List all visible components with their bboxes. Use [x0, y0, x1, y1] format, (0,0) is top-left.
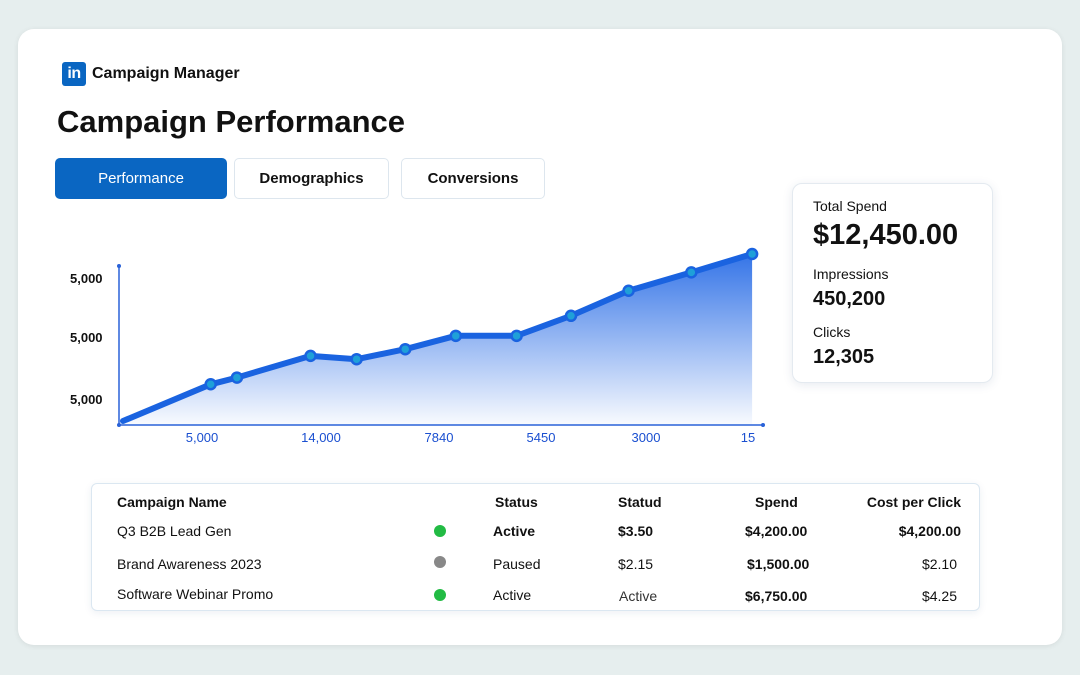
impressions-value: 450,200 [813, 288, 886, 310]
data-point [622, 284, 635, 297]
data-point [230, 371, 244, 384]
campaign-name[interactable]: Brand Awareness 2023 [117, 556, 262, 572]
campaign-name[interactable]: Software Webinar Promo [117, 586, 274, 602]
x-tick-label: 14,000 [301, 430, 341, 445]
x-axis-endpoint [761, 423, 765, 427]
brand-header: in Campaign Manager [62, 62, 240, 86]
y-tick-label: 5,000 [70, 330, 103, 345]
header-cost-per-click: Cost per Click [866, 494, 961, 510]
campaign-name[interactable]: Q3 B2B Lead Gen [117, 523, 232, 539]
tab-performance[interactable]: Performance [55, 158, 227, 199]
x-tick-label: 5450 [526, 430, 556, 445]
statud-value: $3.50 [618, 523, 654, 539]
area-fill [123, 254, 753, 425]
cpc-value: $2.10 [921, 556, 957, 572]
brand-name: Campaign Manager [92, 65, 240, 82]
cpc-value: $4,200.00 [898, 523, 961, 539]
data-point [449, 329, 463, 343]
data-point [745, 247, 759, 261]
data-point [350, 352, 363, 366]
header-statud: Statud [618, 494, 662, 510]
x-tick-label: 15 [740, 430, 756, 445]
status-dot-icon [434, 589, 446, 601]
y-tick-label: 5,000 [70, 271, 103, 286]
x-tick-label: 5,000 [185, 430, 219, 445]
x-tick-label: 7840 [424, 430, 454, 445]
x-tick-label: 3000 [631, 430, 661, 445]
status-text: Active [493, 523, 536, 539]
header-status: Status [495, 494, 538, 510]
statud-value: $2.15 [618, 556, 654, 572]
data-point [685, 266, 698, 279]
stats-card: Total Spend $12,450.00 Impressions 450,2… [792, 183, 993, 383]
data-point [564, 309, 578, 323]
data-points [204, 247, 759, 391]
data-point [398, 342, 412, 356]
page-title: Campaign Performance [57, 104, 405, 139]
x-axis-origin [117, 423, 121, 427]
campaign-table: Campaign Name Status Statud Spend Cost p… [91, 483, 980, 611]
data-point [510, 329, 523, 343]
status-text: Active [493, 587, 532, 603]
spend-value: $4,200.00 [745, 523, 808, 539]
status-dot-icon [434, 556, 446, 568]
impressions-label: Impressions [813, 266, 889, 282]
clicks-value: 12,305 [813, 346, 875, 368]
header-campaign-name: Campaign Name [117, 494, 227, 510]
total-spend-value: $12,450.00 [813, 219, 959, 251]
header-spend: Spend [755, 494, 798, 510]
total-spend-label: Total Spend [813, 198, 887, 214]
spend-value: $1,500.00 [747, 556, 810, 572]
linkedin-logo-icon: in [62, 62, 86, 86]
status-dot-icon [434, 525, 446, 537]
statud-value: Active [619, 588, 658, 604]
tab-conversions[interactable]: Conversions [401, 158, 545, 199]
spend-value: $6,750.00 [745, 588, 808, 604]
clicks-label: Clicks [813, 324, 851, 340]
tab-demographics[interactable]: Demographics [234, 158, 389, 199]
y-tick-label: 5,000 [70, 392, 103, 407]
data-point [204, 378, 217, 391]
data-point [304, 349, 317, 363]
y-axis-endpoint [117, 264, 121, 268]
cpc-value: $4.25 [921, 588, 957, 604]
status-text: Paused [493, 556, 541, 572]
